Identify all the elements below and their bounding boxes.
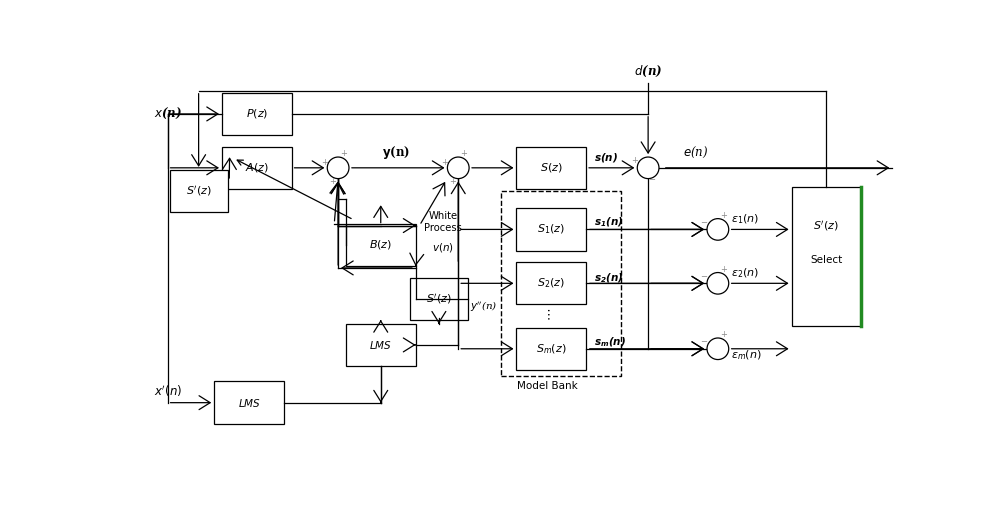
Bar <box>792 187 861 326</box>
Bar <box>516 262 586 305</box>
Text: $y''$(n): $y''$(n) <box>470 299 497 313</box>
Text: −: − <box>648 175 656 184</box>
Text: $d$(n): $d$(n) <box>634 64 662 79</box>
Text: $v(n)$: $v(n)$ <box>432 241 454 253</box>
Text: +: + <box>449 177 456 186</box>
Text: +: + <box>631 156 638 165</box>
Text: $\varepsilon_m(n)$: $\varepsilon_m(n)$ <box>731 348 762 362</box>
Text: $LMS$: $LMS$ <box>369 339 392 351</box>
Text: $\bfit{s}_1(n)$: $\bfit{s}_1(n)$ <box>594 215 623 228</box>
Bar <box>170 170 228 212</box>
Circle shape <box>447 157 469 179</box>
Text: +: + <box>721 211 728 220</box>
Text: $\bfit{s}_m(n)$: $\bfit{s}_m(n)$ <box>594 336 626 349</box>
Text: Model Bank: Model Bank <box>517 381 578 391</box>
Text: −: − <box>700 338 707 346</box>
Bar <box>346 224 416 266</box>
Text: +: + <box>441 158 448 167</box>
Text: Select: Select <box>810 255 842 265</box>
Text: +: + <box>460 149 467 159</box>
Circle shape <box>707 338 729 360</box>
Bar <box>346 324 416 366</box>
Bar <box>222 147 292 189</box>
Text: +: + <box>321 158 328 167</box>
Bar <box>516 147 586 189</box>
Bar <box>516 328 586 370</box>
Text: −: − <box>700 218 707 227</box>
Circle shape <box>707 272 729 294</box>
Text: $\bfit{s}(n)$: $\bfit{s}(n)$ <box>594 151 618 164</box>
Bar <box>214 382 284 424</box>
Text: $A(z)$: $A(z)$ <box>245 161 269 174</box>
Text: White
Process: White Process <box>424 211 462 232</box>
Text: $S_1(z)$: $S_1(z)$ <box>537 223 565 236</box>
Text: $B(z)$: $B(z)$ <box>369 239 392 251</box>
Text: $e$(n): $e$(n) <box>683 145 708 160</box>
Text: $LMS$: $LMS$ <box>238 397 260 409</box>
Text: $x'(n)$: $x'(n)$ <box>154 383 182 399</box>
Bar <box>501 191 621 376</box>
Text: +: + <box>721 330 728 340</box>
Circle shape <box>637 157 659 179</box>
Bar <box>410 278 468 320</box>
Text: $S'(z)$: $S'(z)$ <box>813 219 839 232</box>
Circle shape <box>327 157 349 179</box>
Circle shape <box>707 219 729 240</box>
Text: $S_2(z)$: $S_2(z)$ <box>537 277 565 290</box>
Text: $S_m(z)$: $S_m(z)$ <box>536 342 567 356</box>
Text: $P(z)$: $P(z)$ <box>246 107 268 121</box>
Text: $\cdots$: $\cdots$ <box>542 308 555 321</box>
Text: $\varepsilon_2(n)$: $\varepsilon_2(n)$ <box>731 267 759 280</box>
Bar <box>516 208 586 250</box>
Text: +: + <box>340 149 347 159</box>
Text: $S'(z)$: $S'(z)$ <box>426 292 452 306</box>
Text: $\varepsilon_1(n)$: $\varepsilon_1(n)$ <box>731 212 759 226</box>
Text: +: + <box>721 265 728 274</box>
Bar <box>222 93 292 135</box>
Text: $\bfit{s}_2(n)$: $\bfit{s}_2(n)$ <box>594 271 623 285</box>
Text: $\mathbf{y}$(n): $\mathbf{y}$(n) <box>382 144 410 161</box>
Text: $x$(n): $x$(n) <box>154 106 182 122</box>
Text: +: + <box>329 177 336 186</box>
Text: $S'(z)$: $S'(z)$ <box>186 184 212 198</box>
Text: $S(z)$: $S(z)$ <box>540 161 563 174</box>
Text: −: − <box>700 272 707 281</box>
